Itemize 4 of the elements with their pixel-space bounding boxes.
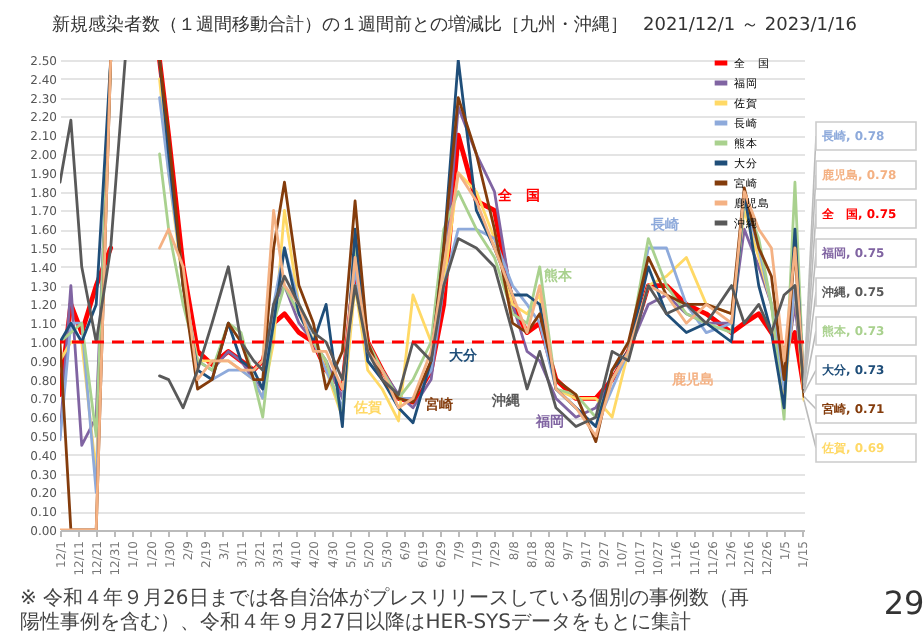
chart-title: 新規感染者数（１週間移動合計）の１週間前との増減比［九州・沖縄］ [52, 14, 628, 36]
chart-subtitle: 2021/12/1 ～ 2023/1/16 [642, 16, 858, 36]
text: ※ 令和４年９月26日までは各自治体がプレスリリースしている個別の事例数（再陽性事例を含む）、令和４年９月27日以降はHER-SYSデータをもとに集計 [20, 586, 749, 634]
text: 29 [883, 584, 924, 622]
